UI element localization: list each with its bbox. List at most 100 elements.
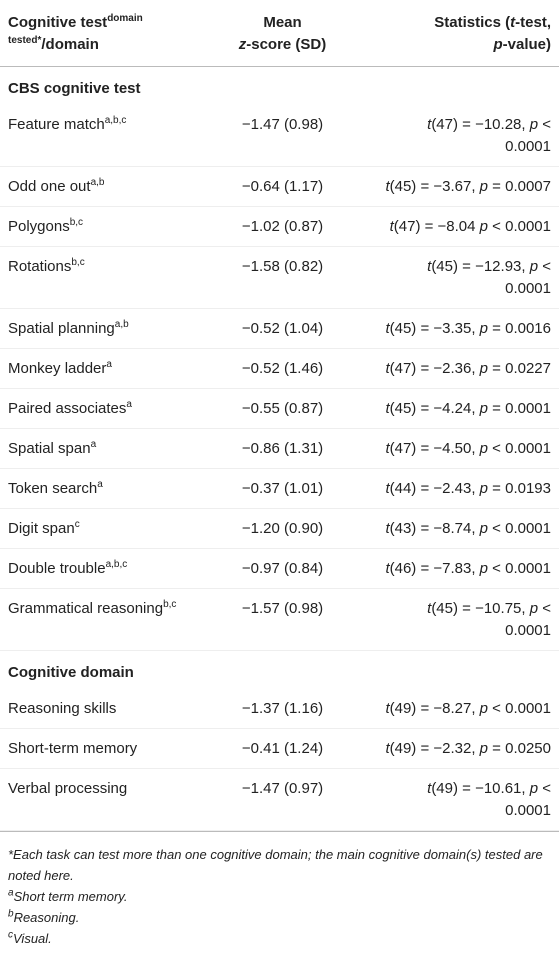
test-cell: Verbal processing <box>0 768 195 831</box>
stat-text: = 0.0007 <box>488 178 551 195</box>
mean-cell: −0.64 (1.17) <box>195 166 370 207</box>
table-row: Monkey laddera −0.52 (1.46) t(47) = −2.36,… <box>0 348 559 389</box>
test-name: Feature match <box>8 116 105 133</box>
stat-text: (47) = −10.28, <box>431 116 530 133</box>
stat-cell: t(45) = −3.35, p = 0.0016 <box>370 308 559 349</box>
test-superscript: a,b,c <box>104 115 127 126</box>
stat-text: (45) = −12.93, <box>431 258 530 275</box>
table-row: Short-term memory −0.41 (1.24) t(49) = −2.… <box>0 728 559 769</box>
stat-text: p <box>479 360 489 377</box>
header-row: Cognitive testdomain tested*/domain Mean… <box>0 0 559 67</box>
stat-text: p <box>479 218 489 235</box>
stat-text: (46) = −7.83, <box>389 560 480 577</box>
stat-text: (45) = −4.24, <box>389 400 480 417</box>
header-text: t <box>510 14 516 31</box>
stat-text: t <box>385 178 390 195</box>
mean-cell: −1.20 (0.90) <box>195 508 370 549</box>
stat-text: = 0.0227 <box>488 360 551 377</box>
test-cell: Feature matcha,b,c <box>0 105 195 167</box>
header-sup: domain tested* <box>8 13 143 46</box>
test-name: Short-term memory <box>8 740 138 757</box>
stat-cell: t(44) = −2.43, p = 0.0193 <box>370 468 559 509</box>
stat-cell: t(45) = −3.67, p = 0.0007 <box>370 166 559 207</box>
mean-cell: −1.57 (0.98) <box>195 588 370 651</box>
stat-text: (45) = −10.75, <box>431 600 530 617</box>
stat-text: t <box>385 440 390 457</box>
test-cell: Paired associatesa <box>0 388 195 429</box>
test-name: Polygons <box>8 218 70 235</box>
table-row: Verbal processing −1.47 (0.97) t(49) = −10… <box>0 768 559 831</box>
stat-text: p <box>479 520 489 537</box>
test-name: Reasoning skills <box>8 700 117 717</box>
header-cell: Cognitive testdomain tested*/domain <box>0 0 195 67</box>
section-row: CBS cognitive test <box>0 67 559 106</box>
test-name: Rotations <box>8 258 72 275</box>
test-superscript: b,c <box>163 599 177 610</box>
test-cell: Short-term memory <box>0 728 195 769</box>
test-name: Paired associates <box>8 400 127 417</box>
table-body: CBS cognitive test Feature matcha,b,c −1.4… <box>0 67 559 831</box>
header-text: p <box>493 36 503 53</box>
test-cell: Digit spanc <box>0 508 195 549</box>
stat-text: (45) = −3.67, <box>389 178 480 195</box>
stat-text: < 0.0001 <box>505 258 551 297</box>
stat-text: < 0.0001 <box>488 520 551 537</box>
stat-cell: t(47) = −8.04 p < 0.0001 <box>370 206 559 247</box>
stat-text: t <box>427 258 432 275</box>
stat-cell: t(49) = −8.27, p < 0.0001 <box>370 689 559 729</box>
mean-cell: −0.37 (1.01) <box>195 468 370 509</box>
footnote-mark: c <box>8 929 13 941</box>
stat-text: = 0.0001 <box>488 400 551 417</box>
header-text: Mean <box>263 14 302 31</box>
stat-text: (49) = −2.32, <box>389 740 480 757</box>
table-row: Digit spanc −1.20 (0.90) t(43) = −8.74, p … <box>0 508 559 549</box>
stat-text: t <box>385 480 390 497</box>
test-superscript: a <box>126 399 132 410</box>
footnote: *Each task can test more than one cognit… <box>8 847 543 883</box>
stat-text: p <box>479 440 489 457</box>
test-name: Spatial span <box>8 440 91 457</box>
stat-text: = 0.0250 <box>488 740 551 757</box>
stat-text: p <box>529 116 539 133</box>
header-text: Cognitive test <box>8 14 108 31</box>
test-name: Double trouble <box>8 560 106 577</box>
stat-text: < 0.0001 <box>505 600 551 639</box>
stat-text: p <box>529 600 539 617</box>
section-row: Cognitive domain <box>0 651 559 690</box>
mean-cell: −0.41 (1.24) <box>195 728 370 769</box>
stat-text: p <box>479 740 489 757</box>
test-superscript: a <box>90 439 97 450</box>
stat-cell: t(43) = −8.74, p < 0.0001 <box>370 508 559 549</box>
header-text: -value) <box>502 36 551 53</box>
test-cell: Odd one outa,b <box>0 166 195 207</box>
test-cell: Spatial spana <box>0 428 195 469</box>
test-cell: Double troublea,b,c <box>0 548 195 589</box>
stat-text: t <box>385 320 390 337</box>
stat-text: p <box>479 320 489 337</box>
mean-cell: −0.86 (1.31) <box>195 428 370 469</box>
stat-text: < 0.0001 <box>505 116 551 155</box>
stat-cell: t(45) = −10.75, p < 0.0001 <box>370 588 559 651</box>
stat-text: = 0.0016 <box>488 320 551 337</box>
stat-text: (45) = −3.35, <box>389 320 480 337</box>
stat-text: (47) = −4.50, <box>389 440 480 457</box>
stat-text: t <box>385 360 390 377</box>
mean-cell: −0.52 (1.46) <box>195 348 370 389</box>
header-cell: Statistics (t-test, p-value) <box>370 0 559 67</box>
footnote: bReasoning. <box>8 907 551 928</box>
test-name: Grammatical reasoning <box>8 600 164 617</box>
stat-text: < 0.0001 <box>488 440 551 457</box>
test-cell: Polygonsb,c <box>0 206 195 247</box>
table-row: Polygonsb,c −1.02 (0.87) t(47) = −8.04 p <… <box>0 206 559 247</box>
mean-cell: −1.37 (1.16) <box>195 689 370 729</box>
stat-text: p <box>479 480 489 497</box>
stat-text: t <box>427 780 432 797</box>
stat-text: < 0.0001 <box>488 700 551 717</box>
test-superscript: a,b <box>90 177 105 188</box>
footnote-text: Reasoning. <box>13 910 80 925</box>
stat-text: t <box>389 218 394 235</box>
section-title: Cognitive domain <box>8 664 134 681</box>
stat-cell: t(45) = −4.24, p = 0.0001 <box>370 388 559 429</box>
stat-cell: t(45) = −12.93, p < 0.0001 <box>370 246 559 309</box>
